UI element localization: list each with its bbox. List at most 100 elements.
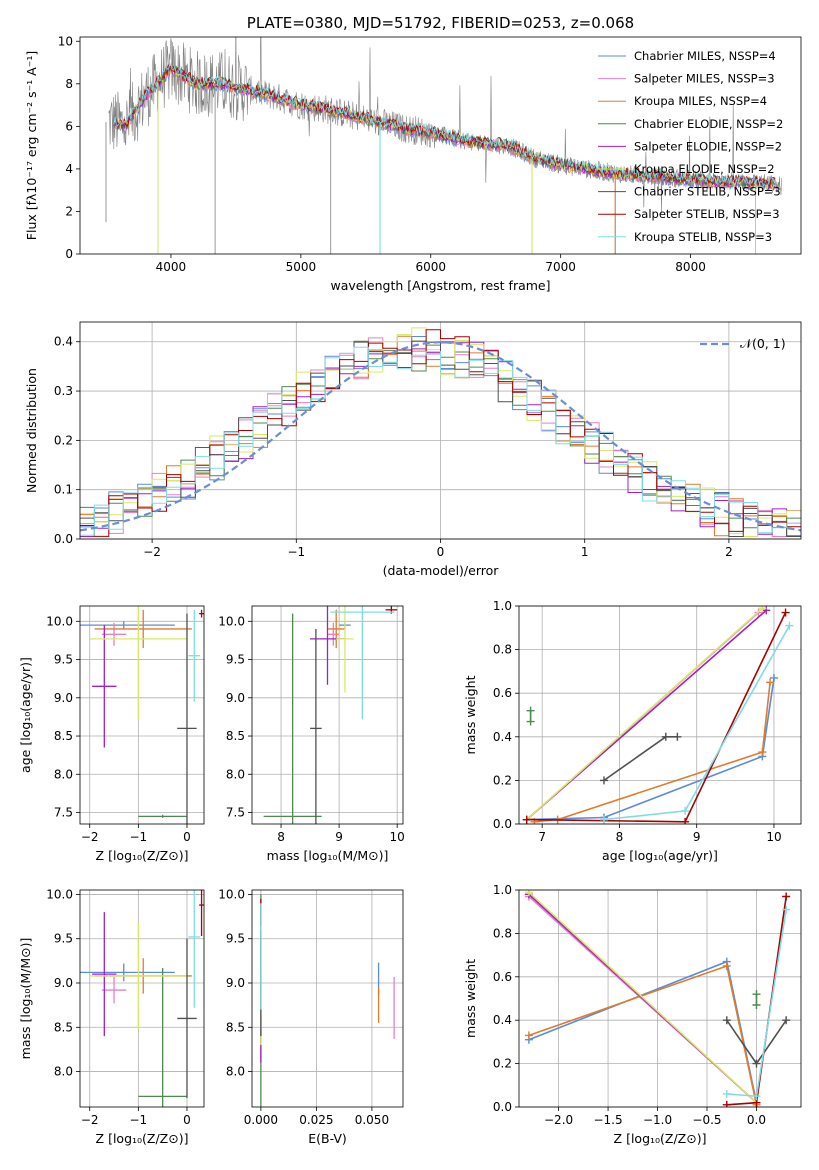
panel-mass_Z: −2 −1 0 8.0 8.5 9.0 9.5 10.0 Z [log₁₀(Z/Z⊙)] mass… bbox=[18, 887, 205, 1146]
y-tick-label: 0.0 bbox=[54, 532, 73, 546]
error-bar-kroupa-elodie bbox=[336, 606, 354, 693]
x-tick-label: 0 bbox=[183, 1113, 191, 1127]
weight-marker bbox=[781, 608, 790, 617]
y-axis-label: mass [log₁₀(M/M⊙)] bbox=[18, 938, 33, 1060]
normal-curve bbox=[80, 341, 801, 532]
series-chabrier-stelib bbox=[722, 1016, 791, 1068]
x-tick-label: 0.000 bbox=[244, 1113, 278, 1127]
x-tick-label: −1.5 bbox=[593, 1113, 622, 1127]
series-kroupa-stelib bbox=[599, 621, 794, 824]
weight-marker bbox=[526, 717, 535, 726]
weight-marker bbox=[722, 1089, 731, 1098]
legend-residuals: 𝒩(0, 1) bbox=[700, 336, 786, 351]
x-tick-label: −2 bbox=[81, 1113, 99, 1127]
y-tick-label: 8 bbox=[65, 77, 73, 91]
axes-mass_Z: −2 −1 0 8.0 8.5 9.0 9.5 10.0 Z [log₁₀(Z/Z⊙)] mass… bbox=[18, 887, 205, 1146]
weight-line bbox=[528, 964, 758, 1105]
weight-line bbox=[528, 891, 758, 1104]
series-chabrier-miles bbox=[522, 673, 778, 824]
y-tick-label: 9.0 bbox=[54, 691, 73, 705]
x-axis-label: age [log₁₀(age/yr)] bbox=[602, 848, 718, 863]
error-bar-chabrier-elodie bbox=[138, 967, 187, 1107]
series-kroupa-stelib bbox=[722, 905, 791, 1101]
weight-marker bbox=[599, 815, 608, 824]
x-tick-label: 10 bbox=[390, 830, 405, 844]
error-bar-salpeter-miles bbox=[101, 622, 127, 646]
error-bar-kroupa-stelib bbox=[188, 890, 201, 1008]
y-tick-label: 0.2 bbox=[493, 1057, 512, 1071]
x-axis-label: Z [log₁₀(Z/Z⊙)] bbox=[96, 1131, 189, 1146]
plot-area-mass_Z bbox=[80, 890, 204, 1107]
weight-line bbox=[526, 677, 775, 821]
axes-residuals: −2 −1 0 1 2 0.0 0.1 0.2 0.3 0.4 (data-model)/error… bbox=[24, 321, 802, 578]
x-tick-label: 7000 bbox=[545, 260, 576, 274]
weight-marker bbox=[752, 1001, 761, 1010]
plot-area-age_mass bbox=[263, 606, 398, 824]
panel-age_Z: −2 −1 0 7.5 8.0 8.5 9.0 9.5 10.0 Z [log₁₀(Z/Z⊙)] a… bbox=[18, 605, 205, 863]
legend-label: Kroupa ELODIE, NSSP=2 bbox=[634, 162, 775, 176]
axes-age_Z: −2 −1 0 7.5 8.0 8.5 9.0 9.5 10.0 Z [log₁₀(Z/Z⊙)] a… bbox=[18, 605, 205, 863]
plot-area-residuals bbox=[80, 327, 801, 537]
y-axis-label: Flux [fλ10⁻¹⁷ erg cm⁻² s⁻¹ A⁻¹] bbox=[24, 51, 39, 240]
legend-label: Chabrier MILES, NSSP=4 bbox=[634, 49, 776, 63]
weight-marker bbox=[681, 806, 690, 815]
x-tick-label: −1 bbox=[287, 545, 305, 559]
plot-frame bbox=[251, 605, 404, 825]
y-tick-label: 0.6 bbox=[493, 686, 512, 700]
x-tick-label: −1 bbox=[130, 830, 148, 844]
legend-label: Salpeter ELODIE, NSSP=2 bbox=[634, 139, 782, 153]
x-tick-label: −1 bbox=[130, 1113, 148, 1127]
error-bar-kroupa-elodie bbox=[89, 922, 187, 1030]
legend-label: Chabrier STELIB, NSSP=3 bbox=[634, 185, 781, 199]
x-axis-label: Z [log₁₀(Z/Z⊙)] bbox=[96, 848, 189, 863]
weight-marker bbox=[766, 678, 775, 687]
legend-spectrum: Chabrier MILES, NSSP=4 Salpeter MILES, NS… bbox=[598, 49, 783, 244]
y-tick-label: 8.0 bbox=[54, 1065, 73, 1079]
y-tick-label: 0 bbox=[65, 247, 73, 261]
x-tick-label: −2.0 bbox=[544, 1113, 573, 1127]
y-tick-label: 9.5 bbox=[54, 653, 73, 667]
weight-marker bbox=[758, 748, 767, 757]
y-tick-label: 8.5 bbox=[226, 729, 245, 743]
x-axis-label: Z [log₁₀(Z/Z⊙)] bbox=[614, 1131, 707, 1146]
observed-spectrum bbox=[108, 37, 782, 214]
error-bar-kroupa-elodie bbox=[89, 606, 187, 720]
series-kroupa-miles bbox=[524, 961, 761, 1107]
legend-label: Salpeter MILES, NSSP=3 bbox=[634, 72, 775, 86]
error-bar-chabrier-stelib bbox=[310, 628, 322, 824]
error-bar-salpeter-miles bbox=[101, 976, 127, 1004]
panel-mass_ebv: 0.000 0.025 0.050 8.0 8.5 9.0 9.5 10.0 E(B-V) bbox=[218, 887, 404, 1146]
weight-marker bbox=[782, 892, 791, 901]
weight-marker bbox=[722, 1100, 731, 1107]
panel-weight_age: 7 8 9 10 0.0 0.2 0.4 0.6 0.8 1.0 age [log₁₀(age/yr… bbox=[463, 599, 802, 863]
series-chabrier-stelib bbox=[599, 732, 682, 785]
legend-label: Kroupa STELIB, NSSP=3 bbox=[634, 230, 772, 244]
y-tick-label: 0.3 bbox=[54, 384, 73, 398]
y-axis-label: mass weight bbox=[463, 675, 478, 754]
y-tick-label: 9.0 bbox=[226, 976, 245, 990]
x-tick-label: 7 bbox=[538, 830, 546, 844]
weight-marker bbox=[785, 621, 794, 630]
axes-mass_ebv: 0.000 0.025 0.050 8.0 8.5 9.0 9.5 10.0 E(B-V) bbox=[218, 887, 404, 1146]
weight-marker bbox=[752, 1092, 761, 1101]
y-tick-label: 9.5 bbox=[226, 653, 245, 667]
legend-label: Chabrier ELODIE, NSSP=2 bbox=[634, 117, 783, 131]
y-tick-label: 8.5 bbox=[54, 729, 73, 743]
model-spectrum-kroupa-stelib bbox=[113, 62, 775, 187]
y-tick-label: 10.0 bbox=[46, 887, 73, 901]
x-axis-label: wavelength [Angstrom, rest frame] bbox=[330, 278, 550, 293]
weight-marker bbox=[752, 1059, 761, 1068]
error-bar-chabrier-stelib bbox=[177, 613, 197, 824]
x-axis-label: (data-model)/error bbox=[383, 563, 500, 578]
y-tick-label: 4 bbox=[65, 162, 73, 176]
weight-marker bbox=[769, 673, 778, 682]
weight-marker bbox=[599, 776, 608, 785]
weight-line bbox=[534, 682, 771, 823]
x-tick-label: 8 bbox=[616, 830, 624, 844]
plot-frame bbox=[79, 889, 205, 1108]
x-tick-label: 0 bbox=[437, 545, 445, 559]
y-tick-label: 2 bbox=[65, 204, 73, 218]
axes-weight_age: 7 8 9 10 0.0 0.2 0.4 0.6 0.8 1.0 age [log₁₀(age/yr… bbox=[463, 599, 802, 863]
y-tick-label: 10.0 bbox=[46, 614, 73, 628]
y-tick-label: 0.8 bbox=[493, 926, 512, 940]
